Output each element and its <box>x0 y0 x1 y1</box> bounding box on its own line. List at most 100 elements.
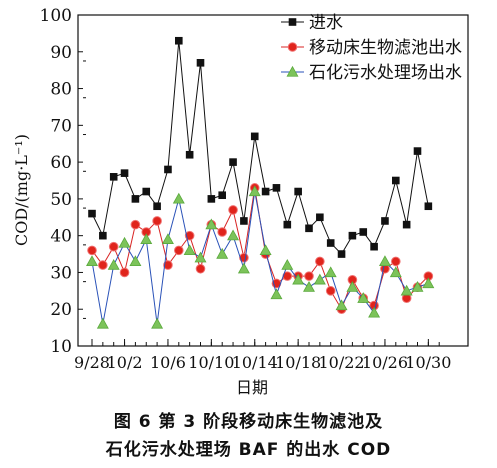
legend-label: 石化污水处理场出水 <box>309 63 462 83</box>
data-point <box>325 286 336 296</box>
y-tick-label: 20 <box>50 300 72 320</box>
x-axis-label: 日期 <box>236 378 268 397</box>
legend-marker <box>288 18 297 26</box>
data-point <box>107 258 120 270</box>
series-1 <box>88 36 433 258</box>
data-point <box>120 169 129 177</box>
data-point <box>259 244 272 256</box>
data-point <box>174 245 184 256</box>
data-point <box>172 192 185 204</box>
data-point <box>131 195 140 203</box>
x-tick-label: 10/2 <box>107 353 143 372</box>
legend-item-2: 移动床生物滤池出水 <box>281 38 462 58</box>
data-point <box>261 187 270 196</box>
data-point <box>152 216 162 226</box>
data-point <box>381 217 389 225</box>
legend-item-1: 进水 <box>281 13 343 33</box>
y-tick-label: 40 <box>50 227 72 247</box>
y-tick-label: 30 <box>50 263 72 283</box>
y-tick-label: 50 <box>50 190 72 210</box>
data-point <box>359 228 368 236</box>
legend-marker <box>286 65 299 77</box>
data-point <box>357 292 370 303</box>
data-point <box>140 233 153 244</box>
legend-marker <box>287 42 298 52</box>
data-point <box>424 202 433 211</box>
data-point <box>305 224 313 233</box>
y-tick-label: 80 <box>50 80 72 100</box>
x-tick-label: 10/26 <box>362 353 408 372</box>
data-point <box>194 251 207 263</box>
y-tick-label: 10 <box>50 337 72 357</box>
data-point <box>227 229 240 241</box>
data-point <box>96 317 109 329</box>
data-point <box>400 284 413 296</box>
data-point <box>183 244 196 256</box>
data-point <box>348 231 357 240</box>
data-point <box>129 255 142 267</box>
data-point <box>335 299 348 311</box>
x-tick-label: 10/22 <box>318 353 364 372</box>
data-point <box>99 231 107 240</box>
data-point <box>378 255 391 267</box>
data-point <box>294 187 302 196</box>
data-point <box>108 241 119 252</box>
x-tick-label: 10/14 <box>232 353 278 372</box>
legend-item-3: 石化污水处理场出水 <box>281 63 462 83</box>
data-point <box>313 273 326 285</box>
x-tick-label: 10/18 <box>275 353 321 372</box>
data-point <box>218 191 226 200</box>
data-point <box>316 213 324 222</box>
data-point <box>88 209 96 218</box>
data-point <box>240 217 248 225</box>
data-point <box>270 288 283 300</box>
y-tick-label: 100 <box>40 6 72 26</box>
data-point <box>130 219 141 230</box>
data-point <box>119 267 130 278</box>
plot-area-frame <box>77 14 469 347</box>
data-point <box>292 273 305 285</box>
series-2 <box>87 183 434 315</box>
data-point <box>216 247 229 259</box>
data-point <box>389 266 402 278</box>
data-point <box>185 150 194 159</box>
data-point <box>163 260 173 270</box>
data-point <box>109 173 118 181</box>
data-point <box>402 220 411 229</box>
figure-caption-line-2: 石化污水处理场 BAF 的出水 COD <box>105 440 392 460</box>
data-point <box>346 281 359 292</box>
y-tick-label: 60 <box>50 153 72 173</box>
data-point <box>324 266 337 278</box>
data-point <box>151 317 164 329</box>
y-tick-label: 90 <box>50 43 72 63</box>
data-point <box>272 184 281 192</box>
data-point <box>142 187 151 196</box>
data-point <box>370 242 378 251</box>
data-point <box>281 258 294 270</box>
legend-label: 移动床生物滤池出水 <box>309 38 462 58</box>
data-point <box>413 147 422 155</box>
data-point <box>337 250 346 258</box>
data-point <box>237 262 250 274</box>
data-point <box>326 239 335 247</box>
data-point <box>422 277 435 289</box>
data-point <box>411 281 424 292</box>
data-point <box>207 195 216 203</box>
data-point <box>86 255 98 267</box>
data-point <box>118 236 131 248</box>
legend-label: 进水 <box>309 13 343 33</box>
data-point <box>315 256 325 267</box>
data-point <box>392 176 400 185</box>
data-point <box>205 218 218 230</box>
data-point <box>87 245 97 256</box>
y-axis-label: COD/(mg·L⁻¹) <box>12 134 31 246</box>
data-point <box>304 271 314 281</box>
data-point <box>153 202 161 211</box>
y-tick-label: 70 <box>50 116 72 136</box>
data-point <box>161 233 174 244</box>
data-point <box>217 227 227 237</box>
data-point <box>391 256 401 267</box>
figure-caption-line-1: 图 6 第 3 阶段移动床生物滤池及 <box>113 412 384 432</box>
data-point <box>228 205 238 215</box>
